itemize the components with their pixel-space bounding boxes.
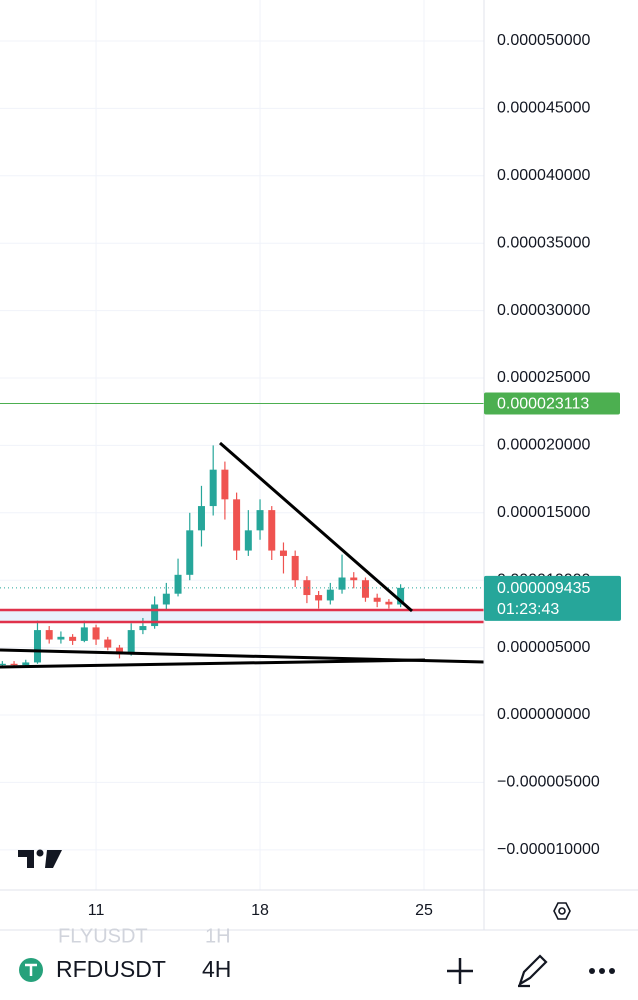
candle-body [69, 636, 77, 641]
candle-body [0, 663, 6, 666]
candle-body [315, 595, 323, 601]
symbol[interactable]: RFDUSDT [56, 956, 166, 982]
add-button[interactable] [447, 958, 473, 984]
last-price-label: 0.000009435 [497, 580, 591, 597]
candle-body [233, 499, 241, 551]
x-tick-label: 18 [251, 902, 269, 919]
candle-body [22, 662, 30, 666]
y-tick-label: 0.000040000 [497, 167, 591, 184]
x-tick-label: 25 [415, 902, 433, 919]
y-tick-label: 0.000045000 [497, 100, 591, 117]
candle-body [127, 630, 135, 655]
level-zone [0, 610, 484, 623]
more-button[interactable] [589, 968, 615, 974]
symbol-icon [19, 958, 43, 982]
candle-body [385, 601, 393, 605]
candle-body [57, 636, 65, 640]
candle-body [45, 630, 53, 640]
y-tick-label: 0.000030000 [497, 302, 591, 319]
candle-body [373, 597, 381, 602]
grid [0, 0, 484, 890]
price-label-box [484, 392, 620, 415]
trendline [219, 441, 413, 613]
candle-body [104, 639, 112, 648]
candle-body [244, 530, 252, 551]
candle-body [92, 627, 100, 640]
y-tick-label: −0.000010000 [497, 841, 600, 858]
candle-body [397, 587, 405, 605]
countdown: 01:23:43 [497, 601, 559, 618]
candle-body [291, 555, 299, 581]
candle-body [33, 630, 41, 663]
y-tick-label: 0.000005000 [497, 639, 591, 656]
prev-symbol: FLYUSDT [58, 925, 148, 947]
candle-body [338, 577, 346, 590]
candle-body [80, 627, 88, 641]
candle-body [279, 550, 287, 556]
candle-body [186, 530, 194, 575]
candle-body [209, 469, 217, 507]
candle-body [326, 589, 334, 601]
y-tick-label: 0.000015000 [497, 504, 591, 521]
interval[interactable]: 4H [202, 956, 231, 982]
candle-body [256, 510, 264, 531]
candle-body [303, 580, 311, 596]
x-tick-label: 11 [88, 902, 105, 919]
price-label: 0.000023113 [497, 396, 589, 413]
trendline [0, 658, 426, 669]
x-axis: 11 18 25 [88, 902, 433, 919]
prev-interval: 1H [205, 925, 231, 947]
y-tick-label: 0.000050000 [497, 32, 591, 49]
candle-body [139, 626, 147, 631]
candle-body [151, 604, 159, 627]
candle-body [162, 593, 170, 605]
y-tick-label: 0.000025000 [497, 369, 591, 386]
y-tick-label: 0.000020000 [497, 437, 591, 454]
candle-body [350, 577, 358, 581]
settings-icon[interactable] [553, 902, 571, 920]
y-tick-label: 0.000000000 [497, 706, 591, 723]
candle-body [361, 580, 369, 598]
candle-body [221, 469, 229, 500]
candle-body [197, 506, 205, 531]
y-axis: 0.000050000 0.000045000 0.000040000 0.00003… [484, 32, 621, 858]
tradingview-logo [18, 849, 62, 868]
y-tick-label: −0.000005000 [497, 774, 600, 791]
y-tick-label: 0.000035000 [497, 234, 591, 251]
candle-body [10, 663, 18, 666]
draw-button[interactable] [518, 954, 548, 988]
candle-body [115, 647, 123, 655]
candle-body [268, 510, 276, 551]
last-price-box [484, 575, 621, 621]
candle-body [174, 574, 182, 594]
